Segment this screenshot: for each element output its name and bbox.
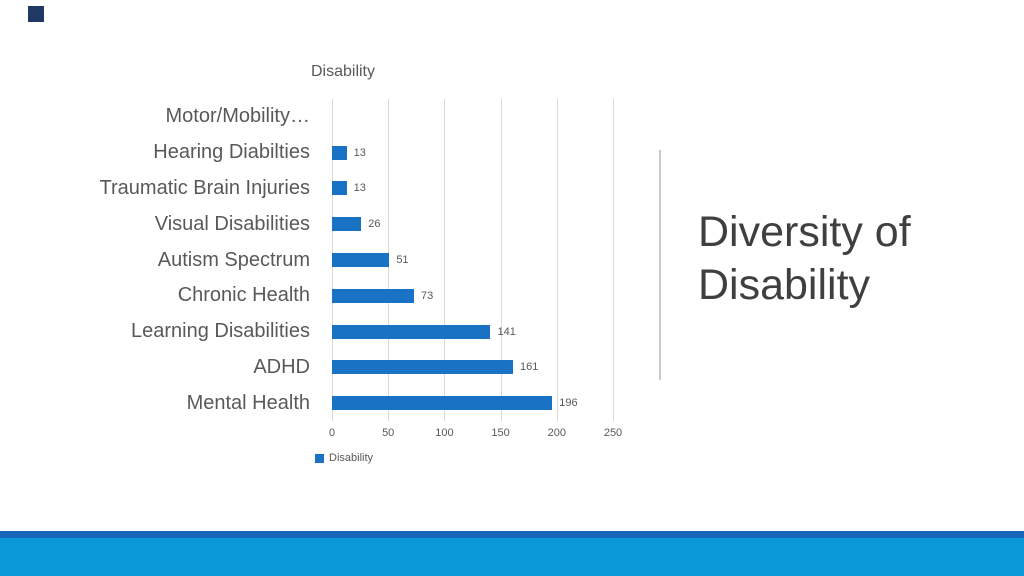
bar-value-label: 13: [353, 182, 366, 195]
chart-row: 13: [332, 135, 613, 171]
bar-value-label: 13: [353, 146, 366, 159]
slide-title-line-2: Disability: [698, 261, 871, 309]
chart-row: [332, 99, 613, 135]
chart-row: 161: [332, 349, 613, 385]
bar: [332, 252, 390, 267]
slide-title: Diversity of Disability: [698, 206, 911, 312]
category-label: Traumatic Brain Injuries: [99, 176, 310, 199]
bar: [332, 324, 491, 339]
bar-value-label: 161: [519, 361, 539, 374]
bar: [332, 360, 513, 375]
chart-row: 141: [332, 314, 613, 350]
x-tick-label: 50: [382, 427, 395, 439]
bottom-accent-strip: [0, 531, 1024, 538]
category-label: Learning Disabilities: [131, 320, 310, 343]
x-tick-label: 100: [435, 427, 454, 439]
category-label: Visual Disabilities: [154, 212, 310, 235]
x-axis: 0 50 100 150 200 250: [328, 427, 622, 441]
bar-value-label: 141: [497, 325, 516, 338]
x-tick-label: 0: [328, 427, 336, 439]
category-axis-labels: Motor/Mobility… Hearing Diabilties Traumat…: [30, 99, 310, 421]
bar: [332, 396, 553, 411]
category-label: ADHD: [253, 355, 310, 378]
x-tick-label: 200: [547, 427, 566, 439]
corner-accent-square: [28, 6, 44, 22]
bar: [332, 288, 415, 303]
bar-value-label: 51: [396, 253, 409, 266]
category-label: Chronic Health: [177, 284, 310, 307]
bar-value-label: 73: [421, 289, 434, 302]
plot-area: 13 13 26 51 73 141 161 196: [332, 99, 614, 421]
gridline: [500, 99, 502, 421]
bar: [332, 217, 362, 232]
legend-label: Disability: [329, 452, 374, 464]
category-label: Mental Health: [186, 391, 310, 414]
legend-swatch-icon: [315, 453, 324, 463]
vertical-divider: [659, 150, 661, 380]
gridline: [556, 99, 558, 421]
chart-row: 73: [332, 278, 613, 314]
category-label: Autism Spectrum: [157, 248, 310, 271]
x-tick-label: 150: [491, 427, 510, 439]
category-label: Motor/Mobility…: [165, 105, 310, 128]
gridline: [613, 99, 614, 421]
bar-value-label: 26: [368, 218, 381, 231]
chart-row: 13: [332, 171, 613, 207]
slide-title-line-1: Diversity of: [698, 208, 911, 256]
chart-row: 26: [332, 206, 613, 242]
chart-row: 51: [332, 242, 613, 278]
chart-title: Disability: [310, 63, 375, 80]
category-label: Hearing Diabilties: [153, 141, 310, 164]
chart-legend: Disability: [315, 452, 373, 464]
bar: [332, 181, 347, 196]
gridline: [444, 99, 446, 421]
bar-value-label: 196: [559, 397, 578, 410]
bottom-accent-band: [0, 538, 1024, 576]
x-tick-label: 250: [603, 427, 623, 439]
bar: [332, 145, 347, 160]
chart-row: 196: [332, 385, 613, 421]
